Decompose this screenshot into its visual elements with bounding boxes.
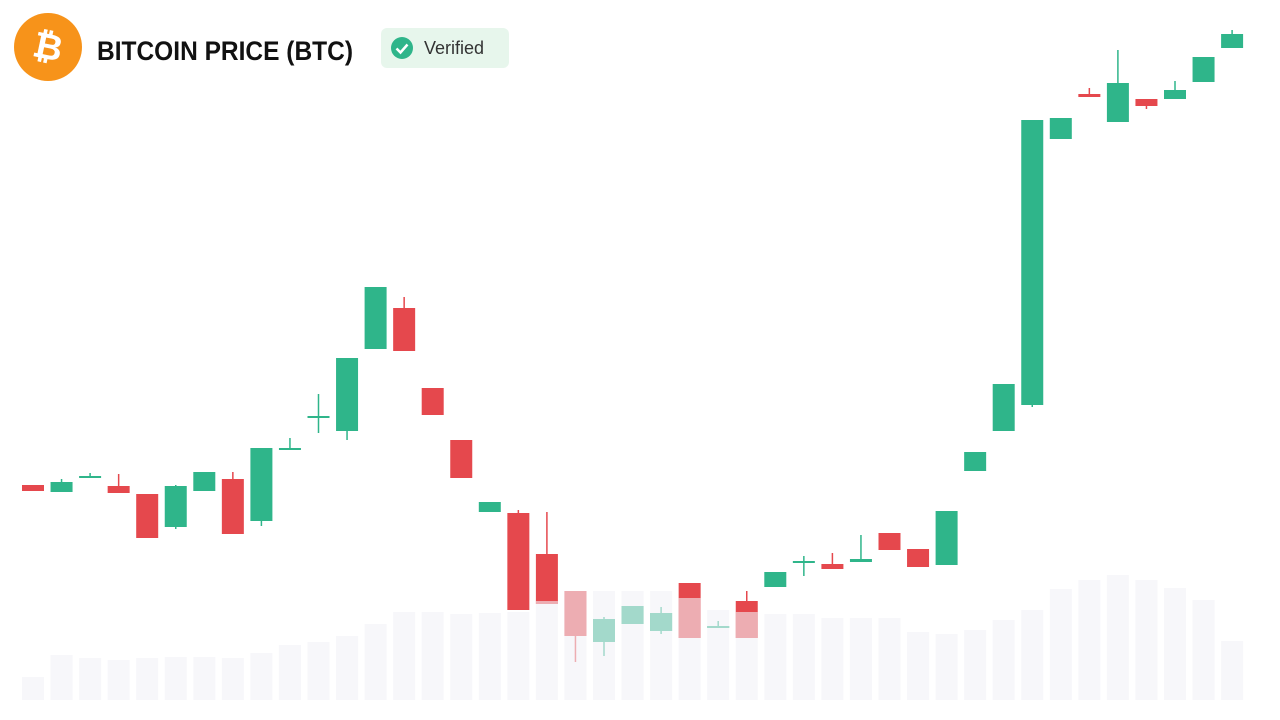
volume-bar <box>849 618 872 700</box>
candle-body <box>250 448 273 521</box>
candle-body <box>1049 118 1072 139</box>
candle-body <box>849 559 872 562</box>
volume-bar <box>393 612 416 700</box>
volume-bar <box>164 657 187 700</box>
candle-body <box>393 308 416 351</box>
candle-body <box>878 533 901 550</box>
volume-bar <box>193 657 216 700</box>
candle-body <box>278 448 301 450</box>
candle-body <box>50 482 73 492</box>
volume-bar <box>621 591 644 700</box>
volume-bar <box>535 601 558 700</box>
candle-body <box>136 494 159 538</box>
candle-body <box>764 572 787 587</box>
volume-bar <box>1106 575 1129 700</box>
candle-body <box>507 513 530 610</box>
candle-body <box>1021 120 1044 405</box>
candle-body <box>535 554 558 604</box>
candle-body <box>421 388 444 415</box>
volume-bar <box>650 591 673 700</box>
volume-bar <box>935 634 958 700</box>
chart-title: BITCOIN PRICE (BTC) <box>97 36 353 66</box>
volume-bar <box>136 658 159 700</box>
volume-bar <box>278 645 301 700</box>
volume-bar <box>764 614 787 700</box>
candle-body <box>1106 83 1129 122</box>
volume-bar <box>1078 580 1101 700</box>
volume-bar <box>792 614 815 700</box>
volume-bar <box>1049 589 1072 700</box>
volume-bar <box>478 613 501 700</box>
volume-bar <box>907 632 930 700</box>
candle-body <box>1135 99 1158 106</box>
volume-bar <box>22 677 44 700</box>
candle-body <box>1192 57 1215 82</box>
candle-body <box>22 485 44 491</box>
volume-bar <box>1135 580 1158 700</box>
volume-bar <box>964 630 987 700</box>
candle-body <box>450 440 473 478</box>
volume-bar <box>678 598 701 700</box>
volume-bar <box>307 642 330 700</box>
volume-bar <box>821 618 844 700</box>
candle-body <box>792 561 815 563</box>
candle-body <box>1164 90 1186 99</box>
volume-bar <box>250 653 273 700</box>
volume-bar <box>593 591 615 700</box>
volume-bar <box>336 636 359 700</box>
volume-bar <box>878 618 901 700</box>
badge-text: Verified <box>424 38 484 58</box>
candle-body <box>1078 94 1101 97</box>
candle-body <box>907 549 930 567</box>
candle-body <box>364 287 387 349</box>
candle-body <box>935 511 958 565</box>
volume-bar <box>221 658 244 700</box>
volume-bar <box>507 612 530 700</box>
candle-body <box>107 486 130 493</box>
volume-bar <box>50 655 73 700</box>
volume-bar <box>564 591 587 700</box>
candle-body <box>307 416 330 418</box>
bitcoin-logo: ₿ <box>14 13 82 81</box>
candle-body <box>79 476 102 478</box>
volume-bar <box>1021 610 1044 700</box>
volume-bar <box>707 610 730 700</box>
volume-bar <box>107 660 130 700</box>
candle-body <box>1221 34 1244 48</box>
candle-body <box>221 479 244 534</box>
volume-bar <box>79 658 102 700</box>
candle-body <box>964 452 987 471</box>
candle-body <box>336 358 359 431</box>
candle-body <box>478 502 501 512</box>
volume-bar <box>421 612 444 700</box>
volume-bar <box>735 612 758 700</box>
volume-bar <box>1221 641 1244 700</box>
volume-bar <box>450 614 473 700</box>
volume-bar <box>992 620 1015 700</box>
candle-body <box>992 384 1015 431</box>
volume-bar <box>364 624 387 700</box>
volume-bar <box>1164 588 1186 700</box>
candle-body <box>821 564 844 569</box>
volume-bar <box>1192 600 1215 700</box>
candle-body <box>193 472 216 491</box>
verified-badge: Verified <box>381 28 509 68</box>
candle-body <box>164 486 187 527</box>
